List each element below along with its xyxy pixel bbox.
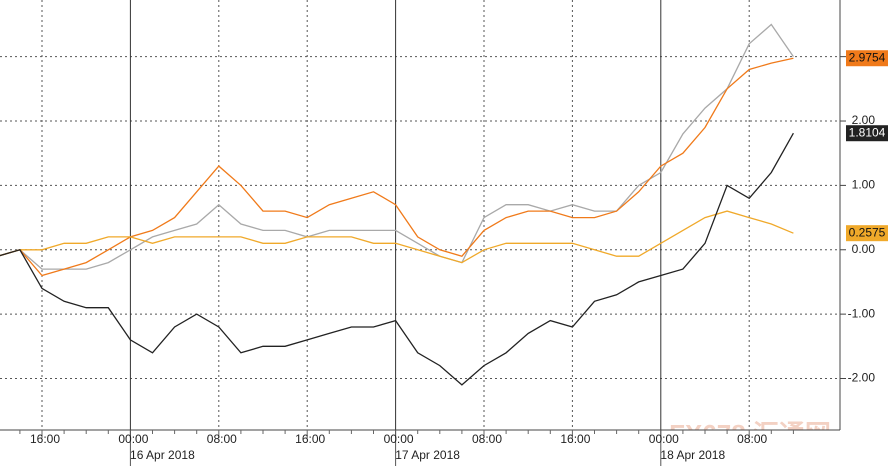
last-value-label: 1.8104 — [849, 125, 886, 139]
x-tick-label: 08:00 — [472, 432, 502, 446]
series-line — [0, 210, 794, 264]
y-tick-label: 0.00 — [852, 242, 876, 256]
y-tick-label: -2.00 — [848, 371, 876, 385]
last-value-box — [846, 50, 888, 67]
last-value-box — [846, 125, 888, 142]
x-tick-label: 16:00 — [560, 432, 590, 446]
series-line — [0, 132, 794, 386]
y-tick-label: 1.00 — [852, 178, 876, 192]
x-axis-band — [0, 430, 890, 466]
x-tick-label: 16:00 — [30, 432, 60, 446]
x-date-label: 18 Apr 2018 — [660, 448, 725, 462]
y-tick-label: 2.00 — [852, 113, 876, 127]
x-tick-label: 08:00 — [737, 432, 767, 446]
lines — [0, 23, 794, 386]
x-date-label: 16 Apr 2018 — [130, 448, 195, 462]
x-date-label: 17 Apr 2018 — [395, 448, 460, 462]
last-value-label: 2.9754 — [849, 50, 886, 64]
y-tick-label: -1.00 — [848, 306, 876, 320]
last-value-label: 0.2575 — [849, 225, 886, 239]
last-value-box — [846, 225, 888, 242]
x-tick-label: 00:00 — [118, 432, 148, 446]
x-tick-label: 08:00 — [207, 432, 237, 446]
series-line — [0, 23, 794, 270]
x-tick-label: 16:00 — [295, 432, 325, 446]
x-tick-label: 00:00 — [649, 432, 679, 446]
x-tick-label: 00:00 — [384, 432, 414, 446]
grid — [0, 0, 840, 430]
